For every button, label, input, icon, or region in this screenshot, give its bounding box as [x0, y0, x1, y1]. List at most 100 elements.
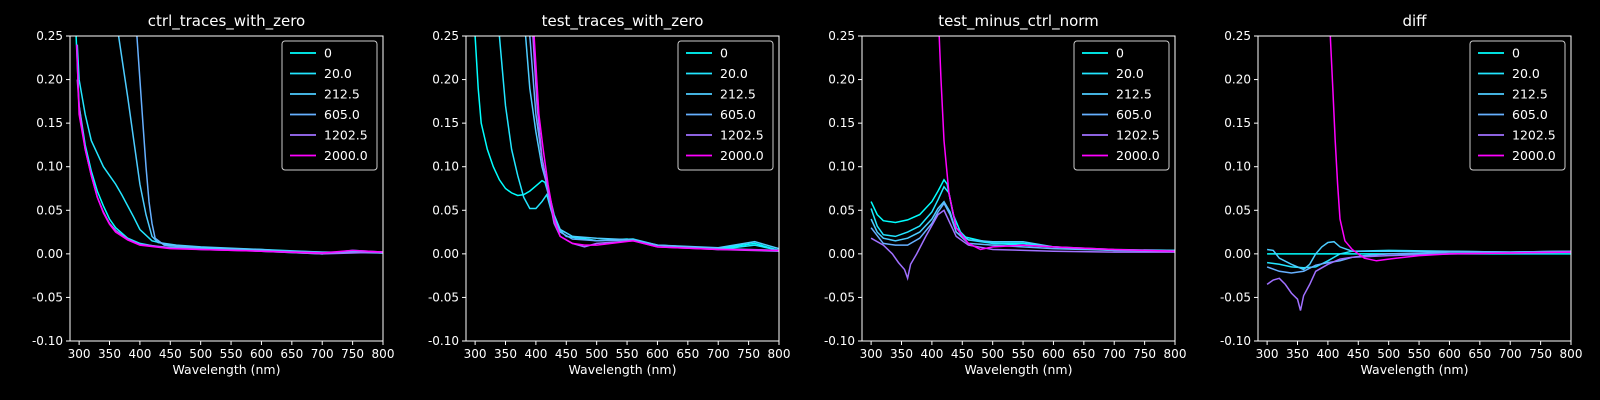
x-tick-label: 700	[1103, 347, 1126, 361]
legend-entry: 605.0	[324, 107, 360, 122]
x-tick-label: 400	[920, 347, 943, 361]
legend-entry: 605.0	[1116, 107, 1152, 122]
x-tick-label: 700	[311, 347, 334, 361]
chart-title: ctrl_traces_with_zero	[148, 12, 305, 31]
y-tick-label: 0.15	[36, 116, 63, 130]
legend-entry: 2000.0	[324, 148, 368, 163]
legend: 0 20.0 212.5 605.0 1202.5 2000.0	[1469, 40, 1566, 171]
y-tick-label: 0.25	[36, 29, 63, 43]
legend-entry: 1202.5	[324, 128, 368, 143]
series-line	[1266, 250, 1571, 274]
x-tick-label: 600	[646, 347, 669, 361]
y-tick-label: 0.15	[828, 116, 855, 130]
x-tick-label: 700	[1499, 347, 1522, 361]
x-tick-label: 450	[159, 347, 182, 361]
y-tick-label: 0.05	[1224, 203, 1251, 217]
y-tick-label: 0.20	[36, 73, 63, 87]
y-tick-label: -0.05	[824, 290, 855, 304]
legend-entry: 20.0	[324, 66, 352, 81]
chart-panel-2: 300 350 400 450 500 550 600 650 700 750 800 -0.10 -0…	[428, 12, 791, 377]
x-tick-label: 400	[128, 347, 151, 361]
legend-entry: 212.5	[324, 87, 360, 102]
legend-entry: 2000.0	[720, 148, 764, 163]
x-tick-label: 750	[341, 347, 364, 361]
y-tick-label: 0.25	[432, 29, 459, 43]
legend-entry: 605.0	[720, 107, 756, 122]
chart-panel-3: 300 350 400 450 500 550 600 650 700 750 800 -0.10 -0…	[824, 12, 1187, 377]
y-tick-label: 0.10	[36, 160, 63, 174]
y-tick-label: -0.10	[824, 334, 855, 348]
legend-entry: 212.5	[1512, 87, 1548, 102]
x-tick-label: 800	[1164, 347, 1187, 361]
x-tick-label: 800	[768, 347, 791, 361]
y-tick-label: 0.00	[36, 247, 63, 261]
legend-entry: 212.5	[1116, 87, 1152, 102]
chart-panel-1: 300 350 400 450 500 550 600 650 700 750 800 -0.10 -0…	[32, 12, 395, 377]
series-line	[1266, 251, 1571, 311]
legend-entry: 2000.0	[1512, 148, 1556, 163]
x-tick-label: 550	[616, 347, 639, 361]
series-line	[870, 209, 1175, 282]
x-tick-label: 300	[860, 347, 883, 361]
legend-entry: 0	[1116, 46, 1124, 61]
legend-entry: 2000.0	[1116, 148, 1160, 163]
legend-entry: 1202.5	[720, 128, 764, 143]
series-line	[870, 178, 1175, 252]
x-axis-label: Wavelength (nm)	[173, 362, 281, 377]
series-line	[136, 36, 383, 254]
legend: 0 20.0 212.5 605.0 1202.5 2000.0	[677, 40, 774, 171]
y-tick-label: 0.10	[432, 160, 459, 174]
plot-frame	[465, 35, 780, 342]
x-tick-label: 450	[1347, 347, 1370, 361]
x-tick-label: 800	[372, 347, 395, 361]
legend: 0 20.0 212.5 605.0 1202.5 2000.0	[281, 40, 378, 171]
y-tick-label: 0.00	[432, 247, 459, 261]
x-tick-label: 500	[981, 347, 1004, 361]
series-line	[938, 36, 1175, 252]
series-line	[870, 201, 1175, 252]
y-tick-label: -0.05	[1220, 290, 1251, 304]
y-tick-label: 0.05	[828, 203, 855, 217]
x-tick-label: 350	[1286, 347, 1309, 361]
x-tick-label: 500	[585, 347, 608, 361]
chart-panel-4: 300 350 400 450 500 550 600 650 700 750 800 -0.10 -0…	[1220, 12, 1583, 377]
x-tick-label: 700	[707, 347, 730, 361]
x-tick-label: 550	[220, 347, 243, 361]
x-tick-label: 400	[524, 347, 547, 361]
series-line	[1266, 240, 1571, 271]
chart-title: diff	[1402, 12, 1427, 30]
y-tick-label: 0.20	[432, 73, 459, 87]
chart-title: test_minus_ctrl_norm	[938, 12, 1099, 31]
y-tick-label: 0.05	[36, 203, 63, 217]
x-tick-label: 750	[1529, 347, 1552, 361]
x-tick-label: 400	[1316, 347, 1339, 361]
y-tick-label: -0.10	[1220, 334, 1251, 348]
x-tick-label: 500	[1377, 347, 1400, 361]
plot-frame	[861, 35, 1176, 342]
x-tick-label: 450	[555, 347, 578, 361]
legend-entry: 0	[324, 46, 332, 61]
x-tick-label: 750	[1133, 347, 1156, 361]
y-tick-label: 0.05	[432, 203, 459, 217]
y-tick-label: 0.20	[1224, 73, 1251, 87]
x-tick-label: 500	[189, 347, 212, 361]
x-tick-label: 650	[1072, 347, 1095, 361]
x-tick-label: 300	[68, 347, 91, 361]
legend-entry: 1202.5	[1116, 128, 1160, 143]
legend-entry: 212.5	[720, 87, 756, 102]
x-tick-label: 350	[98, 347, 121, 361]
y-tick-label: 0.25	[828, 29, 855, 43]
y-tick-label: -0.10	[428, 334, 459, 348]
y-tick-label: 0.15	[1224, 116, 1251, 130]
legend-entry: 20.0	[720, 66, 748, 81]
x-tick-label: 800	[1560, 347, 1583, 361]
legend: 0 20.0 212.5 605.0 1202.5 2000.0	[1073, 40, 1170, 171]
y-tick-label: -0.05	[32, 290, 63, 304]
y-tick-label: 0.10	[1224, 160, 1251, 174]
series-line	[870, 200, 1175, 252]
legend-entry: 20.0	[1116, 66, 1144, 81]
legend-entry: 20.0	[1512, 66, 1540, 81]
x-tick-label: 550	[1012, 347, 1035, 361]
legend-entry: 0	[720, 46, 728, 61]
